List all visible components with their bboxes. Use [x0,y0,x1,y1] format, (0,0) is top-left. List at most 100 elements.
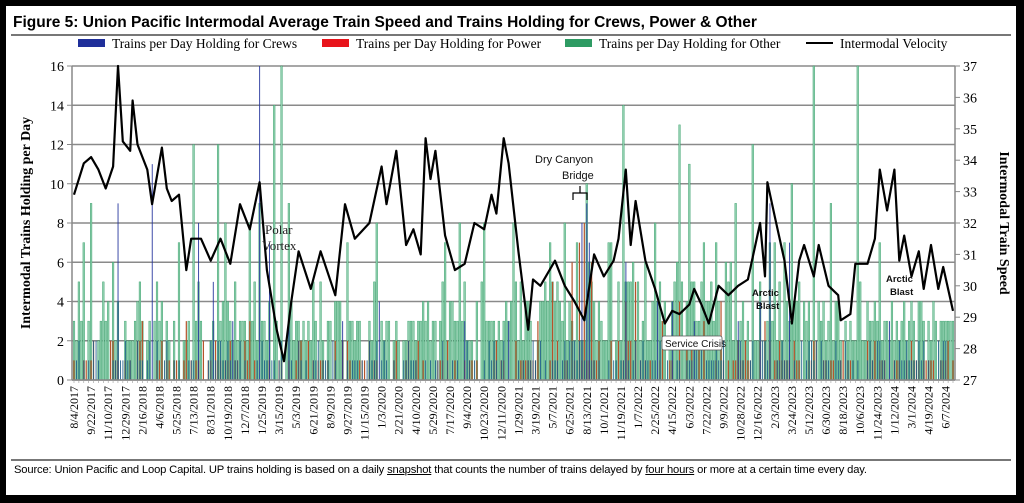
y-tick-label: 6 [57,256,64,271]
bar-crews [305,360,307,380]
bar-power [246,360,248,380]
x-tick-label: 5/25/2018 [170,386,184,435]
bar-other [82,242,85,381]
bar-crews [608,360,610,380]
bar-power [307,340,310,380]
bar-crews [527,360,529,380]
bar-crews [815,340,817,380]
bar-other [480,281,483,381]
bar-other [131,340,134,381]
bar-crews [625,262,627,380]
bar-crews [557,360,558,380]
bar-other [448,301,452,381]
bar-crews [149,340,151,380]
bar-crews [83,360,85,380]
x-tick-label: 2/16/2018 [135,386,149,435]
bar-other [177,242,181,381]
bars-other [72,65,955,381]
bar-crews [872,360,873,380]
bar-crews [491,360,493,380]
bar-crews [278,360,280,380]
bar-power [832,360,834,380]
figure-title: Figure 5: Union Pacific Intermodal Avera… [13,14,757,31]
bar-crews [500,360,502,380]
bar-crews [894,360,895,380]
bar-crews [666,360,668,380]
bar-crews [820,340,822,380]
bar-crews [554,360,556,380]
bar-crews [356,360,358,380]
bar-crews [193,360,195,380]
bar-crews [256,360,258,380]
bar-crews [496,360,497,380]
bar-other [802,301,806,381]
bar-crews [918,340,920,380]
source-note: Source: Union Pacific and Loop Capital. … [14,464,867,476]
bar-crews [767,360,768,380]
bar-crews [139,360,141,380]
bar-other [771,320,774,381]
source-four-hours: four hours [645,464,695,476]
bar-other [224,222,227,381]
bar-crews [146,360,148,380]
bar-other [829,203,832,381]
bar-crews [564,340,566,380]
bar-other [251,320,254,381]
bar-crews [593,360,595,380]
bar-power [952,360,954,380]
bar-crews [708,360,710,380]
bar-crews [869,340,871,380]
bar-crews [889,321,891,380]
x-tick-label: 11/15/2019 [358,386,372,440]
bar-crews [781,340,783,380]
x-tick-label: 8/9/2019 [323,386,337,429]
x-tick-label: 9/9/2022 [716,386,730,429]
bar-other [790,183,793,381]
bar-crews [635,340,637,380]
bar-crews [706,360,707,380]
bar-crews [776,360,778,380]
bar-power [774,360,776,380]
bar-crews [117,203,119,380]
bar-crews [583,360,585,380]
bar-power [798,360,800,380]
bar-power [422,360,424,380]
bar-crews [215,360,217,380]
bar-other [680,281,684,381]
bar-other [444,242,447,381]
x-tick-label: 5/29/2020 [426,386,440,435]
bar-crews [879,340,881,380]
bar-crews [95,340,97,380]
bar-crews [693,321,695,380]
source-suffix: or more at a certain time every day. [694,464,867,476]
bar-crews [903,360,905,380]
x-tick-label: 11/10/2017 [101,386,115,440]
x-tick-label: 11/19/2021 [614,386,628,440]
y-tick-label: 8 [57,217,64,232]
bar-crews [129,360,131,380]
bar-crews [881,360,883,380]
bar-power [551,281,554,380]
bar-other [673,281,676,381]
bar-power [849,360,852,380]
bar-crews [190,360,192,380]
bar-crews [676,360,678,380]
bar-crews [503,340,505,380]
bar-other [512,222,515,381]
bar-crews [535,360,536,380]
legend-swatch-crews [78,39,105,47]
bar-power [947,340,949,380]
bar-crews [352,360,353,380]
title-divider [11,34,1011,36]
bar-crews [327,360,329,380]
annotation-dry-canyon-bracket [572,186,588,200]
bar-crews [273,360,275,380]
bar-other [397,340,400,381]
x-tick-label: 3/1/2024 [904,386,918,429]
bar-crews [574,340,576,380]
bar-power [520,360,522,380]
x-tick-label: 10/6/2023 [853,386,867,435]
x-tick-label: 6/25/2021 [563,386,577,435]
annotation-arctic-blast-2-l1: Arctic [886,274,913,285]
